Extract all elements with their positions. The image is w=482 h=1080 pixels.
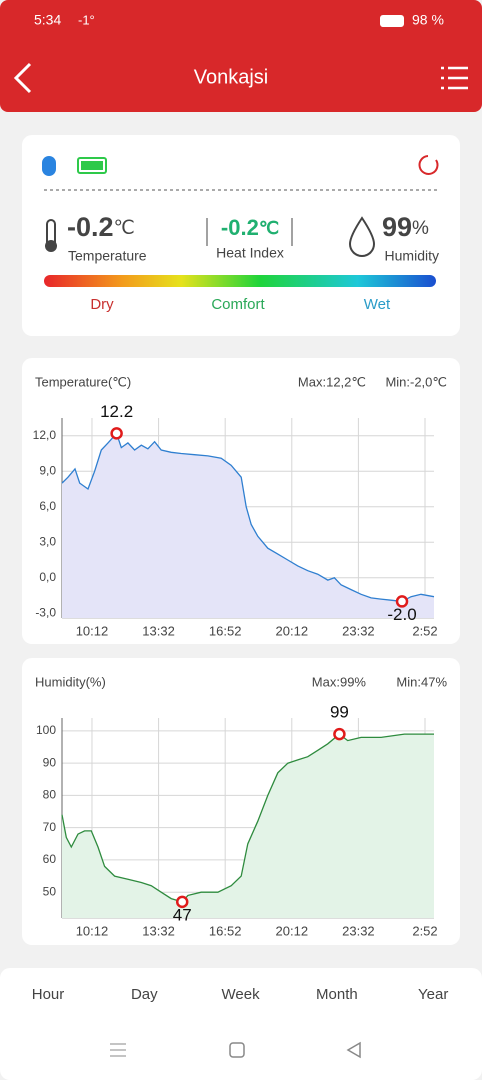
y-tick-label: 80 <box>43 788 57 802</box>
heat-index-number: -0.2 <box>221 215 259 240</box>
drop-icon <box>348 216 376 257</box>
tabs: Hour Day Week Month Year <box>32 986 449 1003</box>
scale-wet: Wet <box>364 296 391 313</box>
tab[interactable]: Day <box>131 986 158 1003</box>
heat-index-label: Heat Index <box>216 245 284 261</box>
y-tick-label: 60 <box>43 852 57 866</box>
y-tick-label: 50 <box>43 884 57 898</box>
chart-title: Temperature(℃) <box>35 374 131 389</box>
chart-title: Humidity(%) <box>35 674 106 689</box>
header-bg <box>0 0 482 112</box>
y-tick-label: 6,0 <box>39 499 56 513</box>
x-tick-label: 10:12 <box>76 623 109 638</box>
y-tick-label: 90 <box>43 755 57 769</box>
y-tick-label: 12,0 <box>33 428 57 442</box>
tab[interactable]: Hour <box>32 986 65 1003</box>
y-tick-label: 0,0 <box>39 570 56 584</box>
chart-min: Min:47% <box>396 674 447 689</box>
humidity-value: 99% <box>382 212 429 242</box>
y-tick-label: -3,0 <box>35 605 56 619</box>
scale-comfort: Comfort <box>211 296 265 313</box>
extreme-label: -2.0 <box>387 605 416 624</box>
y-tick-label: 3,0 <box>39 534 56 548</box>
nav-back[interactable] <box>346 1041 361 1059</box>
extreme-marker <box>110 427 123 440</box>
x-tick-label: 23:32 <box>342 623 375 638</box>
area-fill <box>62 433 434 618</box>
data-line <box>61 733 434 903</box>
nav-home[interactable] <box>229 1042 245 1058</box>
chart-min: Min:-2,0℃ <box>385 374 447 389</box>
x-tick-label: 13:32 <box>142 623 175 638</box>
x-tick-label: 10:12 <box>76 923 109 938</box>
back-button[interactable] <box>13 62 32 94</box>
battery-level <box>77 157 107 174</box>
x-tick-label: 20:12 <box>276 623 309 638</box>
status-battery: 98 % <box>412 12 444 28</box>
comfort-bar <box>44 275 436 287</box>
y-tick-label: 9,0 <box>39 463 56 477</box>
chart-max: Max:99% <box>312 674 367 689</box>
x-tick-label: 2:52 <box>412 923 437 938</box>
x-tick-label: 2:52 <box>412 623 437 638</box>
menu-button[interactable] <box>441 66 468 90</box>
thermometer-bulb <box>45 240 57 252</box>
humidity-label: Humidity <box>385 248 439 264</box>
status-time: 5:34 <box>34 12 61 28</box>
battery-icon <box>380 15 404 27</box>
tab[interactable]: Year <box>418 986 448 1003</box>
refresh-button[interactable] <box>418 155 439 175</box>
tab-bar <box>0 968 482 1080</box>
extreme-marker <box>333 727 346 741</box>
bluetooth-icon <box>42 156 56 176</box>
extreme-marker <box>395 595 409 608</box>
extreme-label: 47 <box>173 905 192 924</box>
area-fill <box>62 734 434 918</box>
scale-dry: Dry <box>90 296 114 313</box>
extreme-label: 12.2 <box>100 402 133 421</box>
y-tick-label: 70 <box>43 820 57 834</box>
status-temp: -1° <box>78 12 95 27</box>
x-tick-label: 20:12 <box>276 923 309 938</box>
x-tick-label: 16:52 <box>209 623 242 638</box>
tab[interactable]: Month <box>316 986 358 1003</box>
x-tick-label: 16:52 <box>209 923 242 938</box>
temperature-value: -0.2℃ <box>67 212 135 242</box>
temperature-unit: ℃ <box>114 218 135 239</box>
header-title: Vonkajsi <box>194 66 269 88</box>
heat-index-value: -0.2℃ <box>221 215 279 240</box>
extreme-label: 99 <box>330 703 349 722</box>
humidity-unit: % <box>412 218 429 239</box>
x-tick-label: 23:32 <box>342 923 375 938</box>
data-line <box>61 432 435 603</box>
extreme-marker <box>175 895 189 909</box>
temperature-label: Temperature <box>68 248 147 264</box>
tab[interactable]: Week <box>222 986 261 1003</box>
humidity-number: 99 <box>382 212 412 242</box>
heat-index-unit: ℃ <box>259 218 279 238</box>
chart-max: Max:12,2℃ <box>298 374 366 389</box>
y-tick-label: 100 <box>36 723 56 737</box>
temperature-number: -0.2 <box>67 212 114 242</box>
battery-fill <box>81 161 103 170</box>
x-tick-label: 13:32 <box>142 923 175 938</box>
